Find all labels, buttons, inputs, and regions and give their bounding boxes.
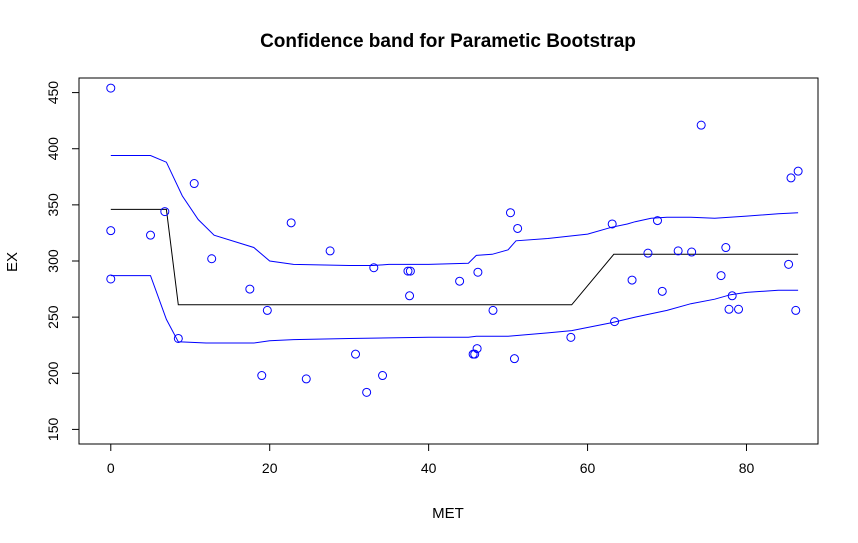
data-point <box>643 248 653 258</box>
data-point <box>207 254 217 264</box>
data-point <box>784 259 794 269</box>
x-axis-label: MET <box>432 505 464 522</box>
data-point <box>301 374 311 384</box>
data-point <box>716 271 726 281</box>
data-point <box>378 371 388 381</box>
data-point <box>286 218 296 228</box>
data-point <box>257 371 267 381</box>
data-point <box>793 166 803 176</box>
data-point <box>696 120 706 130</box>
data-point <box>488 305 498 315</box>
data-point <box>627 275 637 285</box>
upper-band-line <box>110 155 799 266</box>
chart-title: Confidence band for Parametic Bootstrap <box>260 31 636 52</box>
data-point <box>724 304 734 314</box>
data-point <box>607 219 617 229</box>
data-point <box>369 263 379 273</box>
data-point <box>325 246 335 256</box>
data-point <box>721 243 731 253</box>
data-point <box>405 266 415 276</box>
data-point <box>160 207 170 217</box>
y-tick-label: 450 <box>45 81 61 105</box>
data-point <box>657 286 667 296</box>
data-point <box>513 223 523 233</box>
data-point <box>262 305 272 315</box>
data-point <box>727 291 737 301</box>
data-point <box>673 246 683 256</box>
data-point <box>146 230 156 240</box>
data-point <box>652 216 662 226</box>
data-point <box>106 83 116 93</box>
data-point <box>403 266 413 276</box>
data-point <box>470 349 480 359</box>
lower-band-line <box>110 275 799 344</box>
data-points <box>106 83 803 397</box>
axes: 0 20 40 60 80 150 200 250 300 350 400 450 <box>45 81 754 476</box>
y-tick-label: 200 <box>45 361 61 385</box>
data-point <box>473 267 483 277</box>
data-point <box>786 173 796 183</box>
x-tick-label: 20 <box>262 460 278 476</box>
x-tick-label: 40 <box>421 460 437 476</box>
data-point <box>734 304 744 314</box>
x-tick-label: 80 <box>739 460 755 476</box>
data-point <box>791 305 801 315</box>
data-point <box>245 284 255 294</box>
data-point <box>405 291 415 301</box>
y-tick-label: 150 <box>45 418 61 442</box>
data-point <box>687 247 697 257</box>
data-point <box>472 344 482 354</box>
data-point <box>106 226 116 236</box>
y-axis-label: EX <box>4 252 21 272</box>
data-point <box>351 349 361 359</box>
data-point <box>505 208 515 218</box>
data-point <box>173 333 183 343</box>
data-point <box>362 387 372 397</box>
y-tick-label: 300 <box>45 249 61 273</box>
data-point <box>189 179 199 189</box>
data-point <box>509 354 519 364</box>
data-point <box>106 274 116 284</box>
y-tick-label: 250 <box>45 305 61 329</box>
data-point <box>455 276 465 286</box>
x-tick-label: 60 <box>580 460 596 476</box>
x-tick-label: 0 <box>107 460 115 476</box>
y-tick-label: 350 <box>45 193 61 217</box>
data-point <box>610 317 620 327</box>
data-point <box>566 332 576 342</box>
y-tick-label: 400 <box>45 137 61 161</box>
